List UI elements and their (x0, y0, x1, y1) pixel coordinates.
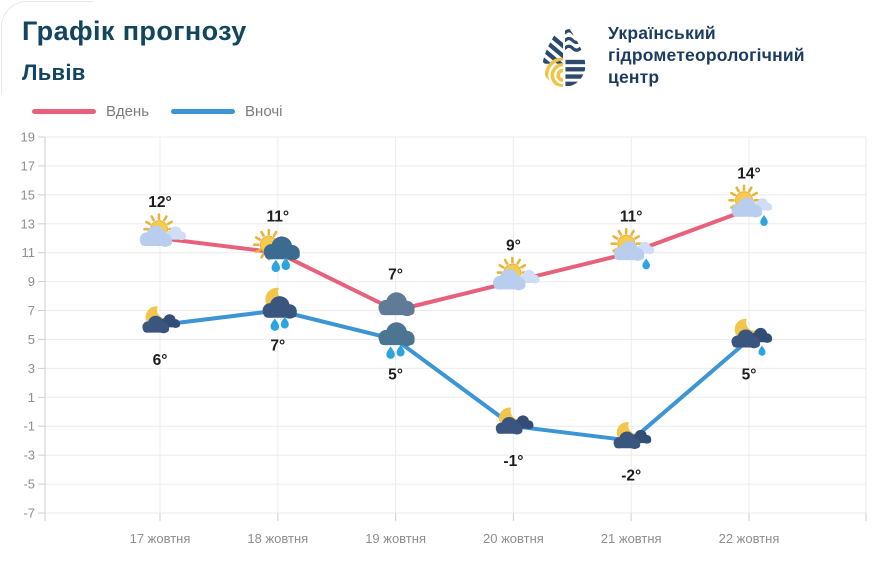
y-tick-label: -3 (23, 448, 35, 463)
x-tick-label: 18 жовтня (247, 531, 308, 546)
night-line (158, 308, 751, 443)
x-tick-label: 21 жовтня (601, 531, 662, 546)
y-tick-label: 13 (21, 216, 35, 231)
weather-icon-cloud-drizzle: ” (378, 292, 415, 340)
y-tick-label: -5 (23, 477, 35, 492)
temp-label: 11° (267, 209, 290, 226)
logo-text-line: центр (608, 67, 660, 87)
logo-text: Український гідрометеорологічний центр (608, 19, 805, 88)
temp-label: 5° (742, 367, 757, 384)
temp-label: 7° (388, 267, 403, 284)
weather-icon-sun-raincloud (252, 228, 300, 273)
uhmc-logo: Український гідрометеорологічний центр (533, 19, 805, 91)
y-tick-label: 17 (21, 158, 35, 173)
temp-label: 14° (737, 165, 760, 182)
x-tick-label: 17 жовтня (130, 531, 191, 546)
temp-label: 11° (620, 209, 643, 226)
temp-label: 12° (148, 194, 171, 211)
weather-icon-sun-clouds (139, 213, 186, 247)
temp-label: -1° (503, 453, 523, 470)
weather-icon-moon-clouds (142, 306, 180, 334)
weather-icon-moon-clouds (495, 407, 534, 435)
city-name: Львів (22, 60, 86, 85)
day-line (158, 207, 751, 313)
temp-label: 5° (388, 367, 403, 384)
weather-icon-moon-clouds-rain (731, 318, 772, 356)
y-tick-label: 5 (28, 332, 35, 347)
y-tick-label: -7 (23, 506, 35, 521)
y-tick-label: 3 (28, 361, 35, 376)
weather-icon-moon-clouds (613, 422, 652, 449)
weather-icon-sun-cloud-lightrain (728, 184, 772, 226)
legend-swatch-day (32, 109, 96, 114)
weather-icon-sun-cloud-lightrain (610, 227, 655, 270)
y-tick-label: 7 (28, 303, 35, 318)
temp-label: 6° (153, 352, 168, 369)
y-tick-label: 1 (28, 390, 35, 405)
temp-label: 7° (270, 338, 285, 355)
page-title: Графік прогнозу (22, 16, 247, 46)
y-tick-label: 11 (22, 245, 36, 260)
y-tick-label: 15 (21, 187, 35, 202)
logo-text-line: гідрометеорологічний (608, 45, 805, 65)
weather-icon-raincloud (378, 322, 415, 359)
x-tick-label: 19 жовтня (365, 531, 426, 546)
logo-droplet-icon (542, 21, 586, 87)
chart-legend: Вдень Вночі (32, 103, 304, 120)
weather-icon-sun-clouds (493, 256, 540, 291)
weather-icon-moon-raincloud (262, 287, 297, 331)
temp-label: 9° (506, 238, 521, 255)
y-tick-label: 19 (21, 130, 35, 145)
temp-label: -2° (621, 468, 641, 485)
legend-swatch-night (171, 109, 236, 114)
x-tick-label: 20 жовтня (483, 531, 544, 546)
y-tick-label: 9 (28, 274, 35, 289)
legend-label-day: Вдень (106, 103, 150, 120)
y-tick-label: -1 (23, 419, 35, 434)
legend-label-night: Вночі (245, 103, 283, 120)
x-tick-label: 22 жовтня (719, 531, 780, 546)
logo-text-line: Український (608, 23, 716, 43)
